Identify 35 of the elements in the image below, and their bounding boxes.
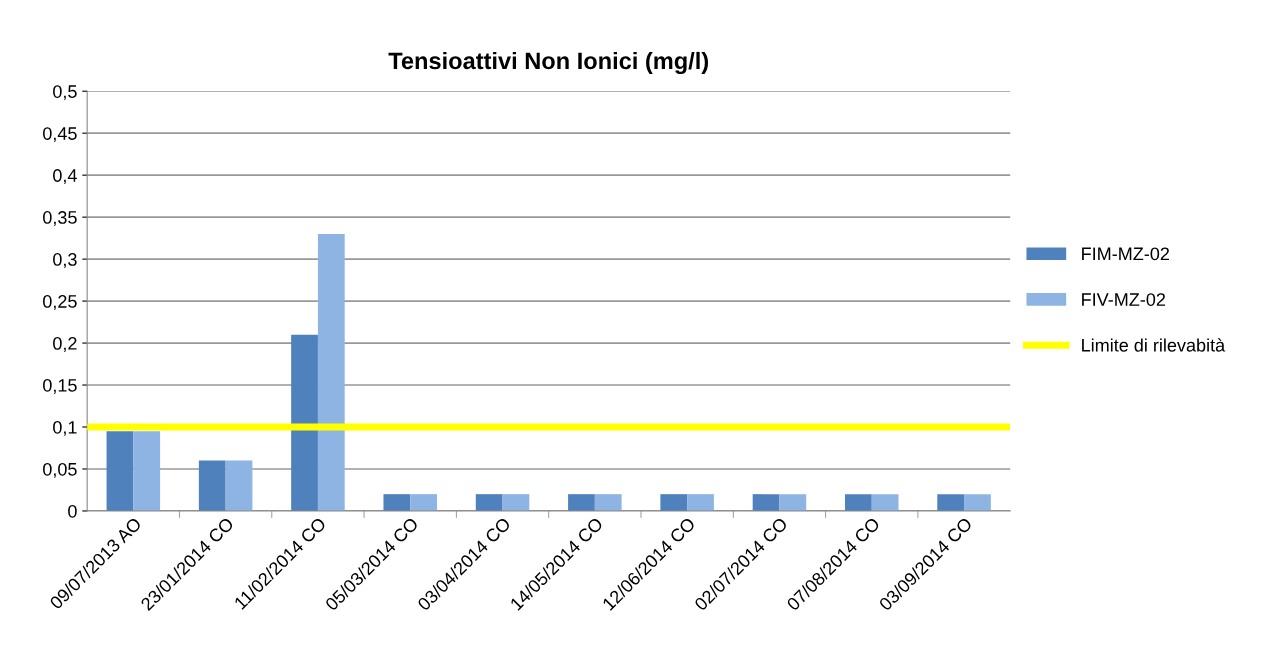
y-tick-label: 0,45 — [43, 127, 77, 143]
bar — [937, 494, 965, 511]
bar — [317, 233, 345, 511]
y-tick-label: 0,3 — [53, 253, 77, 268]
y-tick-label: 0,05 — [43, 462, 77, 478]
y-tick-label: 0,5 — [53, 85, 77, 101]
bar — [752, 494, 780, 511]
y-tick-label: 0,15 — [43, 378, 77, 394]
bar — [660, 494, 688, 511]
y-tick-label: 0,4 — [53, 169, 77, 185]
bar — [687, 494, 714, 511]
bar — [225, 460, 253, 511]
y-tick-label: 0,25 — [43, 295, 77, 310]
bar — [964, 494, 991, 511]
legend-label: FIM-MZ-02 — [1082, 247, 1169, 261]
bar — [871, 494, 899, 511]
legend-label: FIV-MZ-02 — [1082, 293, 1165, 306]
bar — [383, 494, 411, 511]
y-tick-label: 0,2 — [53, 336, 77, 352]
bar — [844, 494, 872, 511]
bar — [475, 494, 503, 511]
bar — [198, 460, 226, 511]
bar — [410, 494, 438, 511]
bar — [779, 494, 807, 511]
bar — [502, 494, 530, 511]
y-tick-label: 0,1 — [53, 420, 77, 436]
bar — [291, 334, 318, 511]
bar — [568, 494, 595, 511]
chart-title: Tensioattivi Non Ionici (mg/l) — [388, 51, 709, 74]
legend-label: Limite di rilevabità — [1082, 338, 1226, 352]
bar — [106, 431, 134, 511]
y-tick-label: 0 — [68, 504, 77, 518]
bar — [594, 494, 622, 511]
bar — [133, 431, 161, 511]
y-tick-label: 0,35 — [43, 211, 77, 226]
